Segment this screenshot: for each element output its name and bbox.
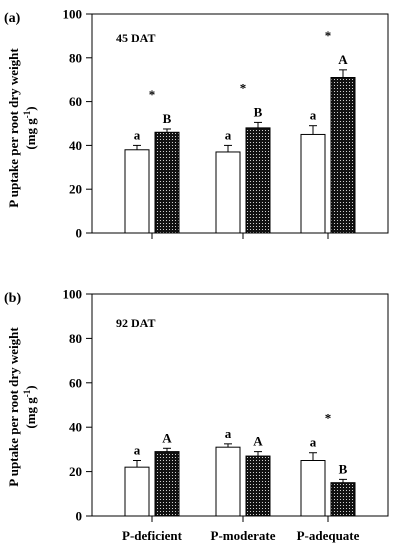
bar (300, 460, 326, 517)
category-label: P-adequate (297, 528, 360, 543)
y-tick-label: 20 (69, 182, 82, 197)
bar (215, 151, 241, 234)
chart-panel: 0 20 40 60 80 100 (b) 92 DAT a a a A A B * P-deficient P… (4, 287, 389, 543)
y-tick-label: 100 (63, 7, 83, 22)
y-tick-label: 40 (69, 138, 82, 153)
significance-star: * (240, 80, 247, 95)
bar (330, 77, 356, 234)
bar (245, 455, 271, 517)
significance-letter: B (254, 104, 263, 119)
panel-annotation: 92 DAT (116, 316, 155, 330)
significance-letter: a (225, 127, 232, 142)
significance-letter: a (225, 426, 232, 441)
bar (124, 466, 150, 517)
significance-letter: a (310, 108, 317, 123)
y-tick-label: 0 (76, 226, 83, 241)
y-tick-label: 80 (69, 331, 82, 346)
significance-letter: A (338, 52, 348, 67)
significance-letter: a (134, 443, 141, 458)
significance-letter: a (310, 435, 317, 450)
significance-letter: B (163, 111, 172, 126)
y-tick-label: 0 (76, 509, 83, 524)
y-tick-label: 20 (69, 464, 82, 479)
bar (245, 127, 271, 234)
significance-letter: A (253, 434, 263, 449)
y-tick-label: 40 (69, 420, 82, 435)
category-label: P-moderate (211, 528, 276, 543)
y-tick-label: 60 (69, 94, 82, 109)
category-label: P-deficient (122, 528, 183, 543)
y-axis-title: P uptake per root dry weight (6, 48, 21, 208)
significance-letter: a (134, 127, 141, 142)
panel-label: (b) (4, 291, 21, 306)
bar (124, 149, 150, 234)
y-axis-unit: (mg g-1) (22, 106, 38, 149)
bar (154, 451, 180, 517)
bar (330, 482, 356, 517)
significance-letter: B (339, 461, 348, 476)
y-tick-label: 100 (63, 287, 83, 302)
bar (300, 133, 326, 234)
panel-annotation: 45 DAT (116, 31, 155, 45)
y-tick-label: 80 (69, 50, 82, 65)
significance-star: * (149, 87, 156, 102)
bar (154, 131, 180, 234)
chart-panel: 0 20 40 60 80 100 (a) 45 DAT a a a B B A * * * (4, 7, 389, 241)
panel-label: (a) (4, 11, 21, 26)
bar (215, 446, 241, 517)
y-axis-title: P uptake per root dry weight (6, 327, 21, 487)
significance-star: * (325, 28, 332, 43)
y-tick-label: 60 (69, 375, 82, 390)
significance-letter: A (162, 430, 172, 445)
y-axis-unit: (mg g-1) (22, 385, 38, 428)
significance-star: * (325, 411, 332, 426)
